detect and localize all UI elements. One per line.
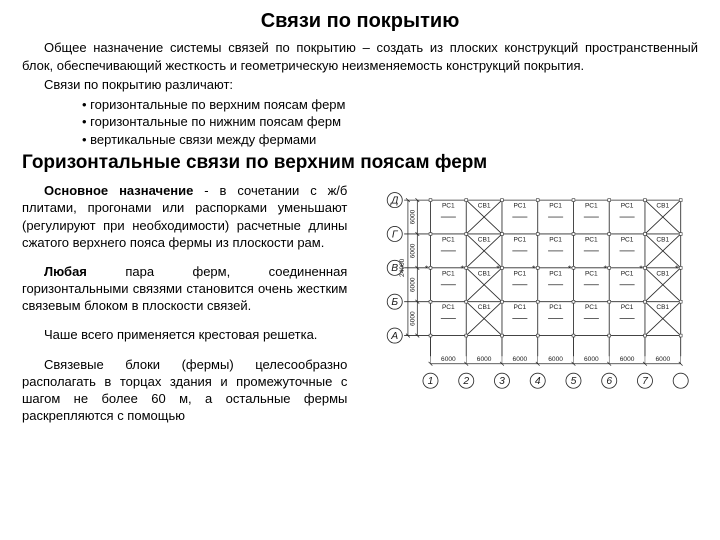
section-subtitle: Горизонтальные связи по верхним поясам ф… — [22, 152, 698, 174]
p2-lead: Любая — [44, 264, 87, 279]
svg-text:Д: Д — [390, 196, 398, 207]
svg-text:6000: 6000 — [441, 356, 456, 363]
text-column: Основное назначение - в сочетании с ж/б … — [22, 182, 347, 436]
bullet-item: горизонтальные по верхним поясам ферм — [82, 96, 698, 114]
svg-text:СВ1: СВ1 — [657, 237, 670, 244]
svg-text:6000: 6000 — [513, 356, 528, 363]
svg-text:СВ1: СВ1 — [657, 305, 670, 312]
two-column-layout: Основное назначение - в сочетании с ж/б … — [22, 182, 698, 436]
svg-text:РС1: РС1 — [442, 305, 455, 312]
svg-text:РС1: РС1 — [550, 271, 563, 278]
svg-text:*: * — [675, 264, 679, 274]
bullet-item: вертикальные связи между фермами — [82, 131, 698, 149]
svg-text:РС1: РС1 — [621, 237, 634, 244]
svg-text:РС1: РС1 — [550, 237, 563, 244]
svg-text:*: * — [640, 264, 644, 274]
svg-text:Б: Б — [392, 297, 399, 308]
svg-text:РС1: РС1 — [585, 271, 598, 278]
svg-text:5: 5 — [571, 376, 577, 387]
svg-text:*: * — [461, 264, 465, 274]
svg-text:РС1: РС1 — [514, 271, 527, 278]
svg-text:СВ1: СВ1 — [478, 237, 491, 244]
paragraph-2: Любая пара ферм, соединенная горизонталь… — [22, 263, 347, 314]
svg-text:1: 1 — [428, 376, 434, 387]
svg-text:3: 3 — [499, 376, 505, 387]
svg-text:А: А — [391, 331, 399, 342]
svg-text:В: В — [392, 263, 399, 274]
svg-text:РС1: РС1 — [585, 203, 598, 210]
svg-text:6000: 6000 — [656, 356, 671, 363]
structural-plan-diagram: ДГВБА12345676000600060006000240006000600… — [359, 182, 698, 412]
svg-text:*: * — [604, 264, 608, 274]
svg-text:РС1: РС1 — [585, 305, 598, 312]
svg-text:РС1: РС1 — [550, 203, 563, 210]
svg-text:6: 6 — [607, 376, 613, 387]
svg-text:РС1: РС1 — [442, 271, 455, 278]
diagram-column: ДГВБА12345676000600060006000240006000600… — [359, 182, 698, 436]
svg-text:6000: 6000 — [584, 356, 599, 363]
svg-text:СВ1: СВ1 — [657, 271, 670, 278]
paragraph-4: Связевые блоки (фермы) целесообразно рас… — [22, 356, 347, 425]
svg-text:6000: 6000 — [477, 356, 492, 363]
svg-text:4: 4 — [535, 376, 541, 387]
intro-paragraph-1: Общее назначение системы связей по покры… — [22, 39, 698, 74]
svg-text:6000: 6000 — [410, 311, 417, 326]
svg-text:СВ1: СВ1 — [478, 271, 491, 278]
svg-text:СВ1: СВ1 — [478, 203, 491, 210]
svg-text:6000: 6000 — [549, 356, 564, 363]
p1-lead: Основное назначение — [44, 183, 193, 198]
svg-text:РС1: РС1 — [621, 271, 634, 278]
svg-text:*: * — [497, 264, 501, 274]
svg-text:РС1: РС1 — [550, 305, 563, 312]
svg-text:РС1: РС1 — [621, 203, 634, 210]
svg-text:6000: 6000 — [410, 210, 417, 225]
svg-text:СВ1: СВ1 — [478, 305, 491, 312]
svg-text:6000: 6000 — [410, 244, 417, 259]
svg-text:РС1: РС1 — [514, 305, 527, 312]
svg-text:7: 7 — [642, 376, 649, 387]
svg-text:Г: Г — [392, 230, 399, 241]
bullet-list: горизонтальные по верхним поясам ферм го… — [22, 96, 698, 149]
svg-text:*: * — [425, 264, 429, 274]
svg-text:РС1: РС1 — [514, 237, 527, 244]
intro-paragraph-2: Связи по покрытию различают: — [22, 76, 698, 94]
svg-text:РС1: РС1 — [621, 305, 634, 312]
svg-text:РС1: РС1 — [442, 237, 455, 244]
bullet-item: горизонтальные по нижним поясам ферм — [82, 113, 698, 131]
svg-text:6000: 6000 — [620, 356, 635, 363]
page-title: Связи по покрытию — [22, 10, 698, 33]
paragraph-1: Основное назначение - в сочетании с ж/б … — [22, 182, 347, 251]
svg-text:РС1: РС1 — [514, 203, 527, 210]
svg-text:РС1: РС1 — [585, 237, 598, 244]
svg-text:2: 2 — [463, 376, 470, 387]
svg-text:*: * — [568, 264, 572, 274]
paragraph-3: Чаше всего применяется крестовая решетка… — [22, 326, 347, 343]
svg-text:24000: 24000 — [400, 259, 407, 278]
svg-text:СВ1: СВ1 — [657, 203, 670, 210]
svg-text:6000: 6000 — [410, 277, 417, 292]
svg-text:*: * — [532, 264, 536, 274]
svg-text:РС1: РС1 — [442, 203, 455, 210]
